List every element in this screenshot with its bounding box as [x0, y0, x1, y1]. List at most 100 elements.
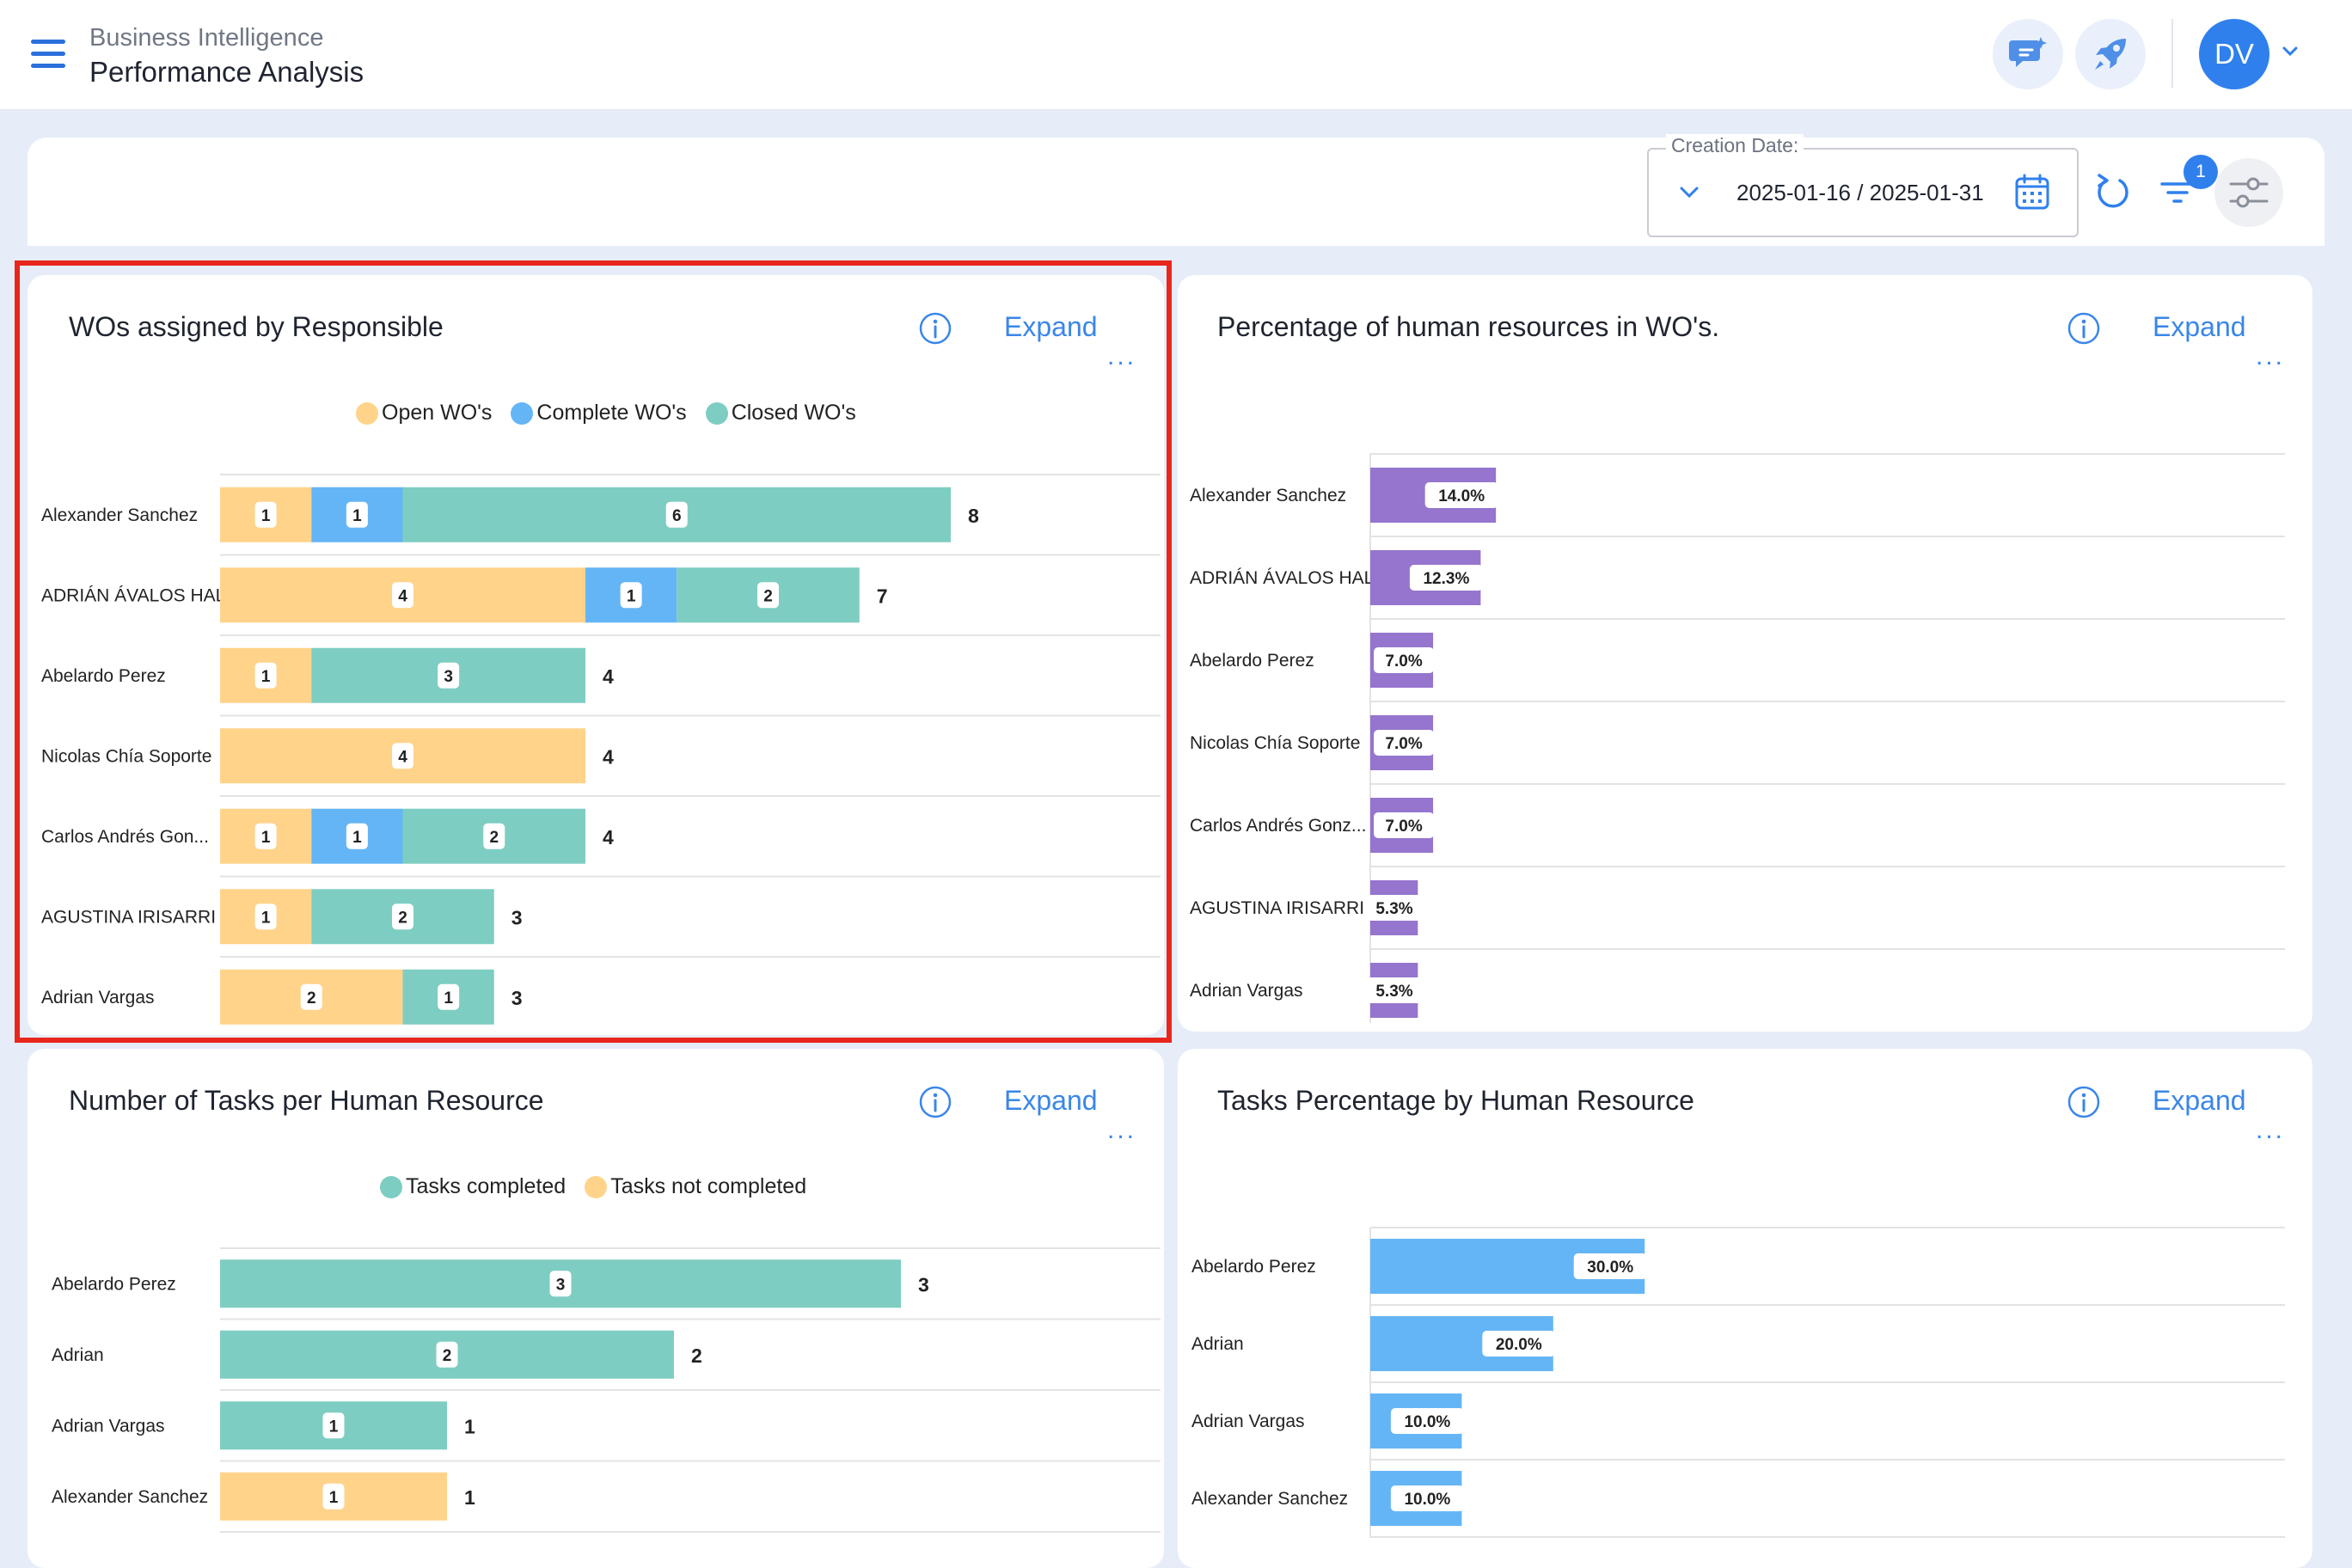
- category-label: Adrian Vargas: [1191, 1412, 1305, 1431]
- creation-date-value[interactable]: 2025-01-16 / 2025-01-31: [1736, 180, 1984, 205]
- data-label: 1: [352, 829, 362, 847]
- data-label-bg: [1573, 1253, 1647, 1279]
- more-options-button[interactable]: ...: [1107, 1116, 1137, 1144]
- data-label: 2: [307, 989, 316, 1008]
- creation-date-label: Creation Date:: [1666, 134, 1804, 157]
- total-label: 3: [918, 1273, 929, 1295]
- category-label: Alexander Sanchez: [1190, 486, 1346, 505]
- legend-item-complete[interactable]: Complete WO's: [511, 401, 687, 426]
- data-label: 7.0%: [1385, 818, 1422, 836]
- chevron-down-icon[interactable]: [1678, 184, 1700, 201]
- data-label: 12.3%: [1423, 570, 1469, 588]
- data-label-bg: [483, 823, 505, 849]
- data-label: 7.0%: [1385, 735, 1422, 753]
- data-label: 30.0%: [1587, 1259, 1633, 1277]
- data-label: 14.0%: [1438, 487, 1485, 505]
- data-label-bg: [254, 823, 277, 849]
- card-title: Tasks Percentage by Human Resource: [1217, 1085, 1694, 1116]
- filter-count-badge: 1: [2184, 155, 2218, 189]
- data-label-bg: [1364, 895, 1424, 921]
- expand-button[interactable]: Expand: [2153, 311, 2246, 342]
- creation-date-field[interactable]: [1647, 148, 2079, 237]
- legend-swatch: [511, 401, 534, 425]
- legend-label: Tasks not completed: [610, 1174, 807, 1198]
- wos-by-responsible-card: WOs assigned by Responsible Expand ... O…: [28, 275, 1164, 1035]
- data-label-bg: [1374, 647, 1435, 673]
- data-label-bg: [1364, 977, 1424, 1003]
- settings-sliders-button[interactable]: [2214, 158, 2283, 227]
- data-label: 5.3%: [1375, 983, 1412, 1001]
- category-label: Nicolas Chía Soporte: [41, 746, 211, 766]
- expand-button[interactable]: Expand: [2153, 1085, 2246, 1116]
- category-label: Alexander Sanchez: [41, 505, 198, 525]
- sliders-icon: [2229, 177, 2269, 208]
- more-options-button[interactable]: ...: [2256, 342, 2286, 371]
- expand-button[interactable]: Expand: [1004, 311, 1098, 342]
- data-label: 4: [398, 587, 407, 605]
- launch-button[interactable]: [2075, 19, 2146, 89]
- data-label: 1: [261, 829, 271, 847]
- legend-label: Complete WO's: [536, 401, 687, 425]
- data-label-bg: [757, 582, 779, 609]
- category-label: Alexander Sanchez: [1191, 1489, 1348, 1509]
- page-title: Performance Analysis: [89, 56, 364, 88]
- data-label-bg: [665, 501, 688, 528]
- total-label: 1: [464, 1486, 475, 1509]
- data-label-bg: [549, 1271, 572, 1297]
- tasks-per-resource-card: Number of Tasks per Human Resource Expan…: [28, 1049, 1164, 1568]
- more-options-button[interactable]: ...: [2256, 1116, 2286, 1144]
- category-label: Carlos Andrés Gon...: [41, 827, 209, 847]
- category-label: ADRIÁN ÁVALOS HAL: [1190, 568, 1374, 588]
- category-label: Nicolas Chía Soporte: [1190, 733, 1360, 753]
- data-label-bg: [392, 903, 413, 930]
- rocket-icon: [2095, 39, 2126, 70]
- legend-item-open[interactable]: Open WO's: [356, 401, 492, 426]
- category-label: AGUSTINA IRISARRI: [41, 907, 216, 927]
- hr-percentage-bar-chart: Alexander Sanchez 14.0% ADRIÁN ÁVALOS HAL 1…: [1190, 453, 2285, 1023]
- card-title: WOs assigned by Responsible: [69, 311, 444, 342]
- hr-percentage-card: Percentage of human resources in WO's. E…: [1178, 275, 2312, 1032]
- category-label: Adrian Vargas: [41, 988, 155, 1008]
- total-label: 8: [968, 505, 979, 527]
- chart-legend: Tasks completed Tasks not completed: [380, 1174, 825, 1199]
- info-icon[interactable]: [918, 1085, 952, 1119]
- total-label: 3: [511, 906, 523, 928]
- data-label-bg: [1482, 1331, 1556, 1357]
- refresh-icon[interactable]: [2094, 172, 2132, 211]
- data-label-bg: [392, 582, 413, 609]
- data-label: 7.0%: [1385, 652, 1422, 671]
- chat-assistant-button[interactable]: [1993, 19, 2063, 89]
- info-icon[interactable]: [918, 311, 952, 346]
- more-options-button[interactable]: ...: [1107, 342, 1137, 371]
- info-icon[interactable]: [2067, 311, 2101, 346]
- data-label-bg: [392, 743, 413, 769]
- chevron-down-icon[interactable]: [2280, 41, 2300, 62]
- legend-label: Closed WO's: [731, 401, 856, 425]
- expand-button[interactable]: Expand: [1004, 1085, 1098, 1116]
- legend-item-completed[interactable]: Tasks completed: [380, 1174, 566, 1199]
- legend-item-closed[interactable]: Closed WO's: [705, 401, 856, 426]
- avatar[interactable]: DV: [2199, 19, 2269, 89]
- info-icon[interactable]: [2067, 1085, 2101, 1119]
- data-label-bg: [346, 823, 368, 849]
- data-label: 4: [398, 748, 407, 766]
- data-label-bg: [1390, 1485, 1464, 1511]
- data-label-bg: [438, 662, 460, 689]
- data-label: 1: [329, 1418, 339, 1436]
- category-label: Abelardo Perez: [52, 1274, 176, 1294]
- legend-item-not-completed[interactable]: Tasks not completed: [585, 1174, 806, 1199]
- data-label: 1: [329, 1489, 339, 1507]
- wos-stacked-bar-chart: Alexander Sanchez 1 1 6 8 ADRIÁN ÁVALOS HAL 4 1…: [41, 474, 1161, 1025]
- category-label: AGUSTINA IRISARRI: [1190, 898, 1364, 918]
- chart-legend: Open WO's Complete WO's Closed WO's: [356, 401, 875, 426]
- data-label-bg: [1424, 482, 1498, 508]
- menu-icon[interactable]: [31, 40, 65, 70]
- legend-swatch: [705, 401, 728, 425]
- data-label: 1: [261, 909, 271, 927]
- data-label: 2: [763, 587, 773, 605]
- calendar-icon[interactable]: [2015, 174, 2049, 210]
- header-divider: [2171, 19, 2173, 88]
- data-label-bg: [322, 1412, 345, 1439]
- legend-label: Tasks completed: [406, 1174, 567, 1198]
- tasks-percentage-card: Tasks Percentage by Human Resource Expan…: [1178, 1049, 2312, 1568]
